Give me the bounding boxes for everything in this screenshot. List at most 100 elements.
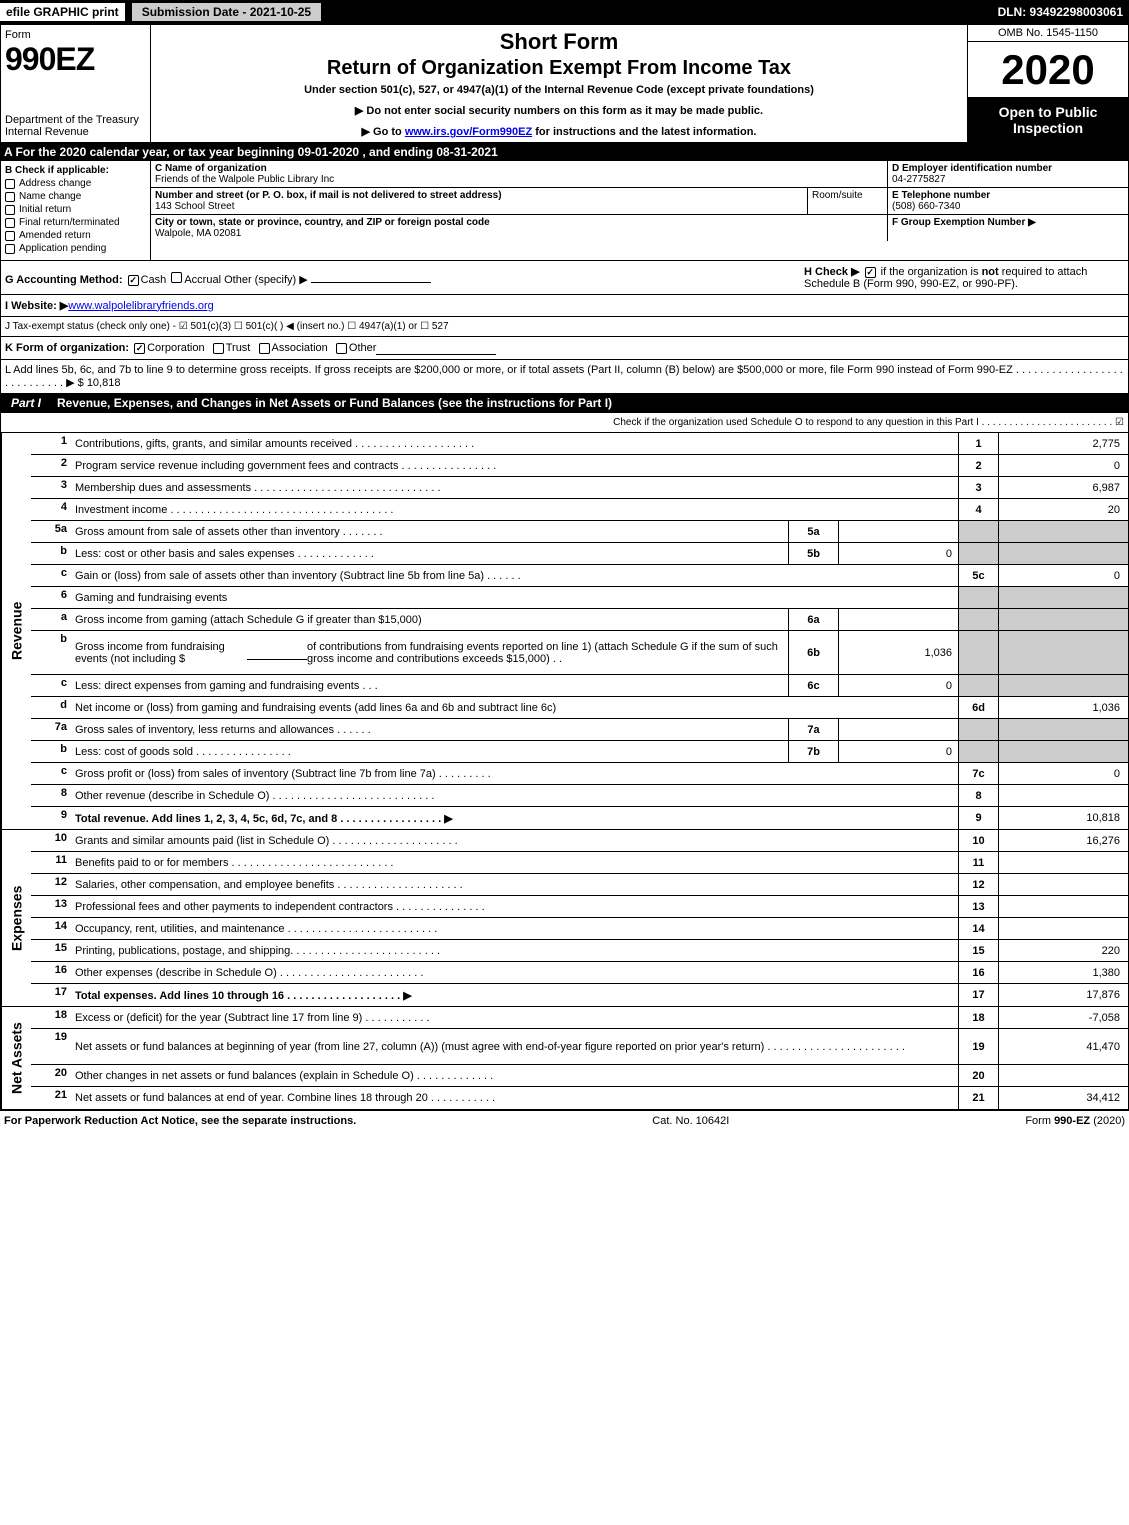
lbl-corporation: Corporation <box>147 342 204 354</box>
ln7c-val: 0 <box>998 763 1128 784</box>
ln7a-desc: Gross sales of inventory, less returns a… <box>71 719 788 740</box>
ln14-val <box>998 918 1128 939</box>
ln17-desc-bold: Total expenses. Add lines 10 through 16 … <box>75 989 412 1002</box>
info-grid: B Check if applicable: Address change Na… <box>0 161 1129 261</box>
ln6b-desc: Gross income from fundraising events (no… <box>71 631 788 674</box>
lbl-cash: Cash <box>141 274 167 286</box>
ln6a-num: a <box>31 609 71 630</box>
ln11-val <box>998 852 1128 873</box>
submission-date: Submission Date - 2021-10-25 <box>131 2 322 22</box>
chk-amended-return[interactable] <box>5 231 15 241</box>
ln6d-desc: Net income or (loss) from gaming and fun… <box>71 697 958 718</box>
ln5a-rv <box>998 521 1128 542</box>
ln9-desc: Total revenue. Add lines 1, 2, 3, 4, 5c,… <box>71 807 958 829</box>
ln9-val: 10,818 <box>998 807 1128 829</box>
row-h: H Check ▶ if the organization is not req… <box>804 265 1124 290</box>
city-value: Walpole, MA 02081 <box>155 228 883 239</box>
ln10-rn: 10 <box>958 830 998 851</box>
website-link[interactable]: www.walpolelibraryfriends.org <box>68 300 214 312</box>
row-g-h: G Accounting Method: Cash Accrual Other … <box>0 261 1129 295</box>
part-i-label: Part I <box>1 394 51 412</box>
addr-label: Number and street (or P. O. box, if mail… <box>155 190 803 201</box>
ln21-rn: 21 <box>958 1087 998 1109</box>
header-right: OMB No. 1545-1150 2020 Open to Public In… <box>968 25 1128 142</box>
chk-address-change[interactable] <box>5 179 15 189</box>
ln6c-sv: 0 <box>838 675 958 696</box>
chk-association[interactable] <box>259 343 270 354</box>
ln5b-num: b <box>31 543 71 564</box>
department-label: Department of the Treasury Internal Reve… <box>5 114 146 138</box>
lbl-name-change: Name change <box>19 191 81 202</box>
chk-application-pending[interactable] <box>5 244 15 254</box>
ln6b-sc: 6b <box>788 631 838 674</box>
chk-initial-return[interactable] <box>5 205 15 215</box>
k-label: K Form of organization: <box>5 342 129 354</box>
ln19-desc: Net assets or fund balances at beginning… <box>71 1029 958 1064</box>
tel-value: (508) 660-7340 <box>892 201 1124 212</box>
ln17-val: 17,876 <box>998 984 1128 1006</box>
row-k: K Form of organization: Corporation Trus… <box>0 337 1129 360</box>
ln6-num: 6 <box>31 587 71 608</box>
chk-name-change[interactable] <box>5 192 15 202</box>
expenses-side-label: Expenses <box>1 830 31 1006</box>
ln5a-desc: Gross amount from sale of assets other t… <box>71 521 788 542</box>
ln1-val: 2,775 <box>998 433 1128 454</box>
ln8-rn: 8 <box>958 785 998 806</box>
ln5b-desc: Less: cost or other basis and sales expe… <box>71 543 788 564</box>
chk-trust[interactable] <box>213 343 224 354</box>
h-label: H Check ▶ <box>804 266 860 278</box>
ln19-num: 19 <box>31 1029 71 1064</box>
subtitle: Under section 501(c), 527, or 4947(a)(1)… <box>159 84 959 96</box>
title-short-form: Short Form <box>159 29 959 55</box>
instr2-pre: ▶ Go to <box>362 126 405 138</box>
ln7a-num: 7a <box>31 719 71 740</box>
title-return: Return of Organization Exempt From Incom… <box>159 57 959 80</box>
ln6c-rn <box>958 675 998 696</box>
ln15-num: 15 <box>31 940 71 961</box>
ln13-num: 13 <box>31 896 71 917</box>
chk-h[interactable] <box>865 267 876 278</box>
ln7b-num: b <box>31 741 71 762</box>
ln21-num: 21 <box>31 1087 71 1109</box>
ln14-rn: 14 <box>958 918 998 939</box>
instr-website: ▶ Go to www.irs.gov/Form990EZ for instru… <box>159 125 959 138</box>
ln5a-sv <box>838 521 958 542</box>
ln13-rn: 13 <box>958 896 998 917</box>
ln6b-blank[interactable] <box>247 646 307 660</box>
ln3-val: 6,987 <box>998 477 1128 498</box>
ln9-desc-bold: Total revenue. Add lines 1, 2, 3, 4, 5c,… <box>75 812 453 825</box>
ln16-desc: Other expenses (describe in Schedule O) … <box>71 962 958 983</box>
part-i-check-text: Check if the organization used Schedule … <box>613 417 1112 428</box>
lbl-initial-return: Initial return <box>19 204 71 215</box>
chk-corporation[interactable] <box>134 343 145 354</box>
lbl-final-return: Final return/terminated <box>19 217 120 228</box>
netassets-side-label: Net Assets <box>1 1007 31 1109</box>
other-specify-input[interactable] <box>311 269 431 283</box>
chk-accrual[interactable] <box>171 272 182 283</box>
other-org-input[interactable] <box>376 341 496 355</box>
ln12-desc: Salaries, other compensation, and employ… <box>71 874 958 895</box>
ln8-desc: Other revenue (describe in Schedule O) .… <box>71 785 958 806</box>
ln14-num: 14 <box>31 918 71 939</box>
l-text: L Add lines 5b, 6c, and 7b to line 9 to … <box>5 364 1124 389</box>
ln16-val: 1,380 <box>998 962 1128 983</box>
chk-cash[interactable] <box>128 275 139 286</box>
lbl-amended-return: Amended return <box>19 230 91 241</box>
chk-final-return[interactable] <box>5 218 15 228</box>
row-g: G Accounting Method: Cash Accrual Other … <box>5 269 431 286</box>
ln5a-num: 5a <box>31 521 71 542</box>
ln2-num: 2 <box>31 455 71 476</box>
row-i: I Website: ▶ www.walpolelibraryfriends.o… <box>0 295 1129 317</box>
irs-link[interactable]: www.irs.gov/Form990EZ <box>405 126 532 138</box>
ln7a-rv <box>998 719 1128 740</box>
instr-no-ssn: ▶ Do not enter social security numbers o… <box>159 104 959 117</box>
ln11-rn: 11 <box>958 852 998 873</box>
instr2-post: for instructions and the latest informat… <box>532 126 756 138</box>
chk-other-org[interactable] <box>336 343 347 354</box>
ln4-val: 20 <box>998 499 1128 520</box>
ln6c-num: c <box>31 675 71 696</box>
ln6c-rv <box>998 675 1128 696</box>
ln6a-sv <box>838 609 958 630</box>
part-i-check-box[interactable]: ☑ <box>1115 417 1124 428</box>
ln6b-sv: 1,036 <box>838 631 958 674</box>
